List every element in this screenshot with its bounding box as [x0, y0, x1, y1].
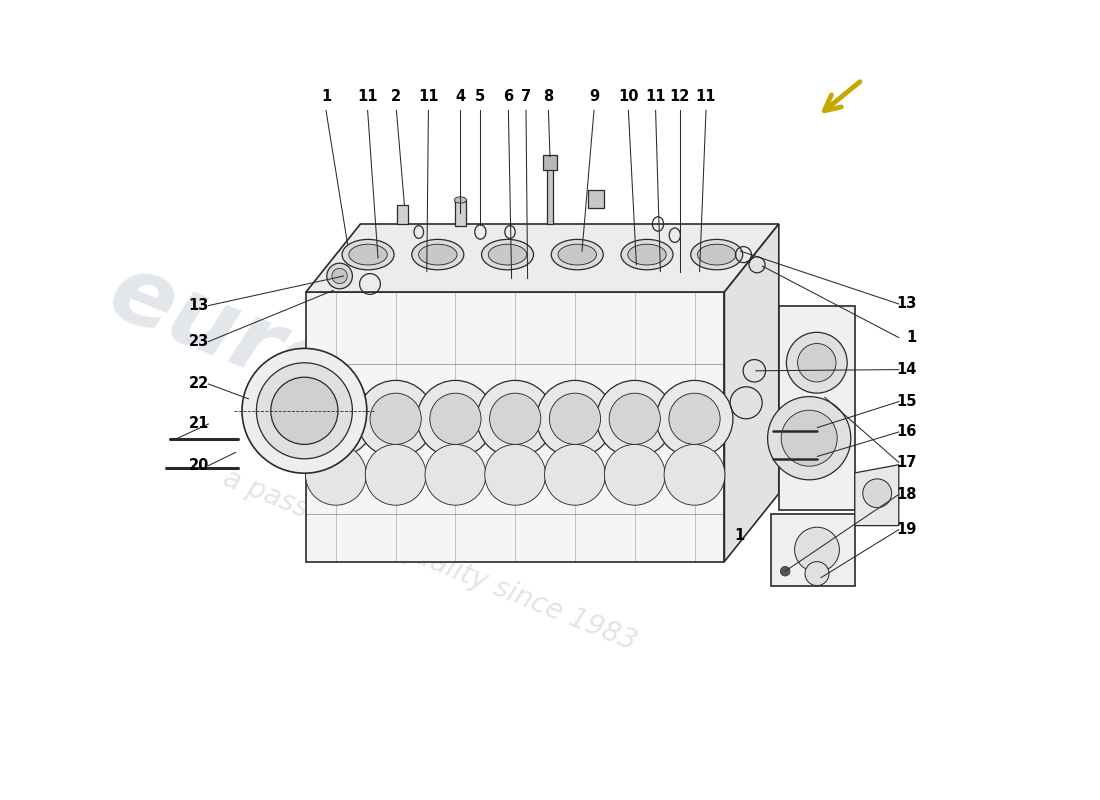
Ellipse shape [558, 244, 596, 265]
Text: 15: 15 [895, 394, 916, 409]
Circle shape [656, 380, 733, 457]
Ellipse shape [411, 239, 464, 270]
Circle shape [609, 393, 660, 444]
Circle shape [781, 410, 837, 466]
Text: 13: 13 [188, 298, 209, 313]
Text: 10: 10 [618, 89, 639, 104]
Circle shape [490, 393, 541, 444]
Circle shape [430, 393, 481, 444]
Polygon shape [306, 292, 725, 562]
Text: 5: 5 [475, 89, 485, 104]
Circle shape [549, 393, 601, 444]
Text: 9: 9 [588, 89, 600, 104]
Circle shape [544, 444, 605, 506]
Ellipse shape [482, 239, 534, 270]
Circle shape [669, 393, 720, 444]
Circle shape [768, 397, 850, 480]
Circle shape [271, 377, 338, 444]
Circle shape [604, 444, 666, 506]
Ellipse shape [342, 239, 394, 270]
Circle shape [417, 380, 494, 457]
Circle shape [798, 343, 836, 382]
Ellipse shape [419, 244, 456, 265]
Circle shape [327, 263, 352, 289]
Circle shape [596, 380, 673, 457]
Circle shape [537, 380, 614, 457]
Text: 11: 11 [646, 89, 666, 104]
Text: 21: 21 [188, 417, 209, 431]
Polygon shape [454, 200, 466, 226]
Ellipse shape [697, 244, 736, 265]
Circle shape [358, 380, 434, 457]
Text: 11: 11 [695, 89, 716, 104]
Text: 17: 17 [896, 455, 916, 470]
Ellipse shape [621, 239, 673, 270]
Text: 11: 11 [418, 89, 439, 104]
Text: 1: 1 [735, 528, 745, 543]
Circle shape [664, 444, 725, 506]
Polygon shape [306, 224, 779, 292]
Text: 12: 12 [670, 89, 690, 104]
Circle shape [310, 393, 362, 444]
Circle shape [306, 444, 366, 506]
Text: eurospares: eurospares [96, 246, 684, 554]
Bar [588, 190, 604, 208]
Text: 20: 20 [188, 458, 209, 473]
Circle shape [805, 562, 829, 586]
Bar [542, 155, 558, 170]
Text: 23: 23 [188, 334, 209, 349]
Circle shape [485, 444, 546, 506]
Circle shape [256, 362, 352, 458]
Polygon shape [779, 306, 855, 510]
Circle shape [370, 393, 421, 444]
Polygon shape [855, 465, 899, 526]
Text: 14: 14 [896, 362, 916, 377]
Ellipse shape [551, 239, 603, 270]
Circle shape [476, 380, 553, 457]
Ellipse shape [349, 244, 387, 265]
Circle shape [862, 479, 892, 508]
Bar [397, 205, 408, 224]
Circle shape [332, 268, 348, 284]
Text: 11: 11 [358, 89, 378, 104]
Text: 4: 4 [455, 89, 465, 104]
Text: 22: 22 [188, 377, 209, 391]
Text: a passion for quality since 1983: a passion for quality since 1983 [219, 464, 640, 656]
Ellipse shape [691, 239, 742, 270]
Text: 2: 2 [392, 89, 402, 104]
Text: 16: 16 [896, 425, 916, 439]
Text: 8: 8 [543, 89, 553, 104]
Text: 6: 6 [504, 89, 514, 104]
Text: 18: 18 [895, 487, 916, 502]
Circle shape [786, 332, 847, 393]
Circle shape [242, 349, 366, 473]
Circle shape [365, 444, 426, 506]
Ellipse shape [454, 197, 466, 203]
Circle shape [297, 380, 374, 457]
Ellipse shape [488, 244, 527, 265]
Text: 1: 1 [906, 330, 916, 345]
Bar [547, 160, 553, 224]
Ellipse shape [628, 244, 667, 265]
Polygon shape [771, 514, 855, 586]
Circle shape [425, 444, 486, 506]
Text: 1: 1 [321, 89, 331, 104]
Circle shape [780, 566, 790, 576]
Circle shape [794, 527, 839, 572]
Text: 7: 7 [521, 89, 531, 104]
Text: 13: 13 [896, 297, 916, 311]
Text: 19: 19 [896, 522, 916, 537]
Polygon shape [725, 224, 779, 562]
